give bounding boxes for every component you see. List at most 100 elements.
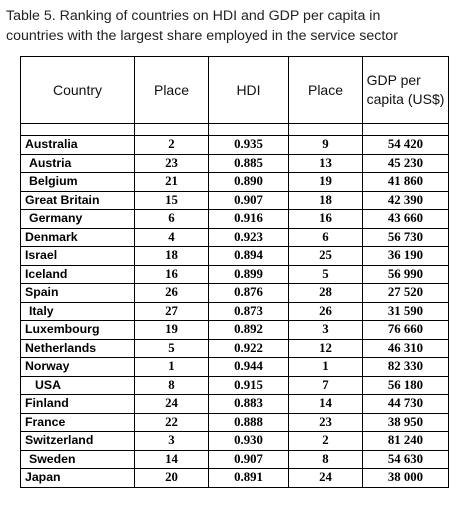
cell-gdp: 27 520 [362,283,449,303]
cell-hdi: 0.873 [208,301,289,321]
cell-gdp: 46 310 [362,338,449,358]
header-place-hdi: Place [134,56,209,124]
table-row: Australia 2 0.935 9 54 420 [20,135,449,155]
cell-hdi: 0.907 [208,449,289,469]
cell-country: Japan [20,468,135,488]
cell-hdi: 0.922 [208,338,289,358]
ranking-table: Country Place HDI Place GDP per capita (… [20,56,449,488]
cell-hdi: 0.888 [208,412,289,432]
cell-place-gdp: 9 [288,135,363,155]
cell-gdp: 38 000 [362,468,449,488]
cell-gdp: 45 230 [362,153,449,173]
cell-gdp: 82 330 [362,357,449,377]
table-row: Switzerland 3 0.930 2 81 240 [20,431,449,451]
cell-hdi: 0.891 [208,468,289,488]
cell-gdp: 44 730 [362,394,449,414]
header-country: Country [20,56,135,124]
table-caption: Table 5. Ranking of countries on HDI and… [6,6,466,46]
header-gdp-line-1: GDP per [366,72,421,88]
table-row: France 22 0.888 23 38 950 [20,412,449,432]
cell-place-gdp: 25 [288,246,363,266]
cell-country: Luxembourg [20,320,135,340]
table-row: Norway 1 0.944 1 82 330 [20,357,449,377]
table-row: Finland 24 0.883 14 44 730 [20,394,449,414]
table-row: Iceland 16 0.899 5 56 990 [20,264,449,284]
cell-place-gdp: 28 [288,283,363,303]
cell-country: Sweden [20,449,135,469]
cell-place-gdp: 7 [288,375,363,395]
cell-country: Belgium [20,172,135,192]
cell-country: Finland [20,394,135,414]
cell-hdi: 0.916 [208,209,289,229]
cell-place-hdi: 2 [134,135,209,155]
cell-hdi: 0.935 [208,135,289,155]
cell-gdp: 38 950 [362,412,449,432]
cell-place-gdp: 6 [288,227,363,247]
cell-place-gdp: 19 [288,172,363,192]
caption-line-1: Table 5. Ranking of countries on HDI and… [6,8,381,24]
cell-place-hdi: 15 [134,190,209,210]
cell-place-hdi: 20 [134,468,209,488]
table-row: Italy 27 0.873 26 31 590 [20,301,449,321]
cell-country: Great Britain [20,190,135,210]
cell-place-hdi: 5 [134,338,209,358]
cell-country: Iceland [20,264,135,284]
table-row: Japan 20 0.891 24 38 000 [20,468,449,488]
header-place-gdp: Place [288,56,363,124]
cell-place-gdp: 5 [288,264,363,284]
table-row: Great Britain 15 0.907 18 42 390 [20,190,449,210]
table-row: Germany 6 0.916 16 43 660 [20,209,449,229]
cell-place-gdp: 2 [288,431,363,451]
cell-gdp: 36 190 [362,246,449,266]
cell-place-gdp: 18 [288,190,363,210]
header-row: Country Place HDI Place GDP per capita (… [20,56,449,124]
table-row: Sweden 14 0.907 8 54 630 [20,449,449,469]
cell-hdi: 0.907 [208,190,289,210]
cell-country: Switzerland [20,431,135,451]
cell-gdp: 54 630 [362,449,449,469]
cell-place-hdi: 26 [134,283,209,303]
cell-hdi: 0.883 [208,394,289,414]
cell-place-hdi: 6 [134,209,209,229]
cell-gdp: 41 860 [362,172,449,192]
cell-gdp: 54 420 [362,135,449,155]
cell-place-gdp: 14 [288,394,363,414]
cell-hdi: 0.876 [208,283,289,303]
cell-place-hdi: 1 [134,357,209,377]
cell-place-gdp: 24 [288,468,363,488]
cell-place-hdi: 8 [134,375,209,395]
cell-place-gdp: 26 [288,301,363,321]
cell-place-gdp: 3 [288,320,363,340]
cell-place-gdp: 23 [288,412,363,432]
spacer-row [20,123,449,136]
cell-place-hdi: 3 [134,431,209,451]
cell-country: Australia [20,135,135,155]
cell-gdp: 42 390 [362,190,449,210]
cell-hdi: 0.890 [208,172,289,192]
header-gdp-label: GDP per capita (US$) [367,71,445,109]
cell-hdi: 0.899 [208,264,289,284]
cell-country: Netherlands [20,338,135,358]
cell-place-hdi: 4 [134,227,209,247]
cell-country: Austria [20,153,135,173]
caption-line-2: countries with the largest share employe… [6,28,398,44]
cell-hdi: 0.915 [208,375,289,395]
cell-gdp: 31 590 [362,301,449,321]
cell-place-gdp: 13 [288,153,363,173]
cell-country: Germany [20,209,135,229]
cell-country: Italy [20,301,135,321]
cell-country: Norway [20,357,135,377]
table-row: Belgium 21 0.890 19 41 860 [20,172,449,192]
cell-place-hdi: 16 [134,264,209,284]
header-gdp-line-2: capita (US$) [366,91,445,107]
cell-place-hdi: 24 [134,394,209,414]
cell-country: France [20,412,135,432]
table-row: Austria 23 0.885 13 45 230 [20,153,449,173]
cell-gdp: 76 660 [362,320,449,340]
table-row: Israel 18 0.894 25 36 190 [20,246,449,266]
cell-country: USA [20,375,135,395]
cell-gdp: 43 660 [362,209,449,229]
cell-hdi: 0.930 [208,431,289,451]
cell-place-hdi: 21 [134,172,209,192]
table-row: Denmark 4 0.923 6 56 730 [20,227,449,247]
